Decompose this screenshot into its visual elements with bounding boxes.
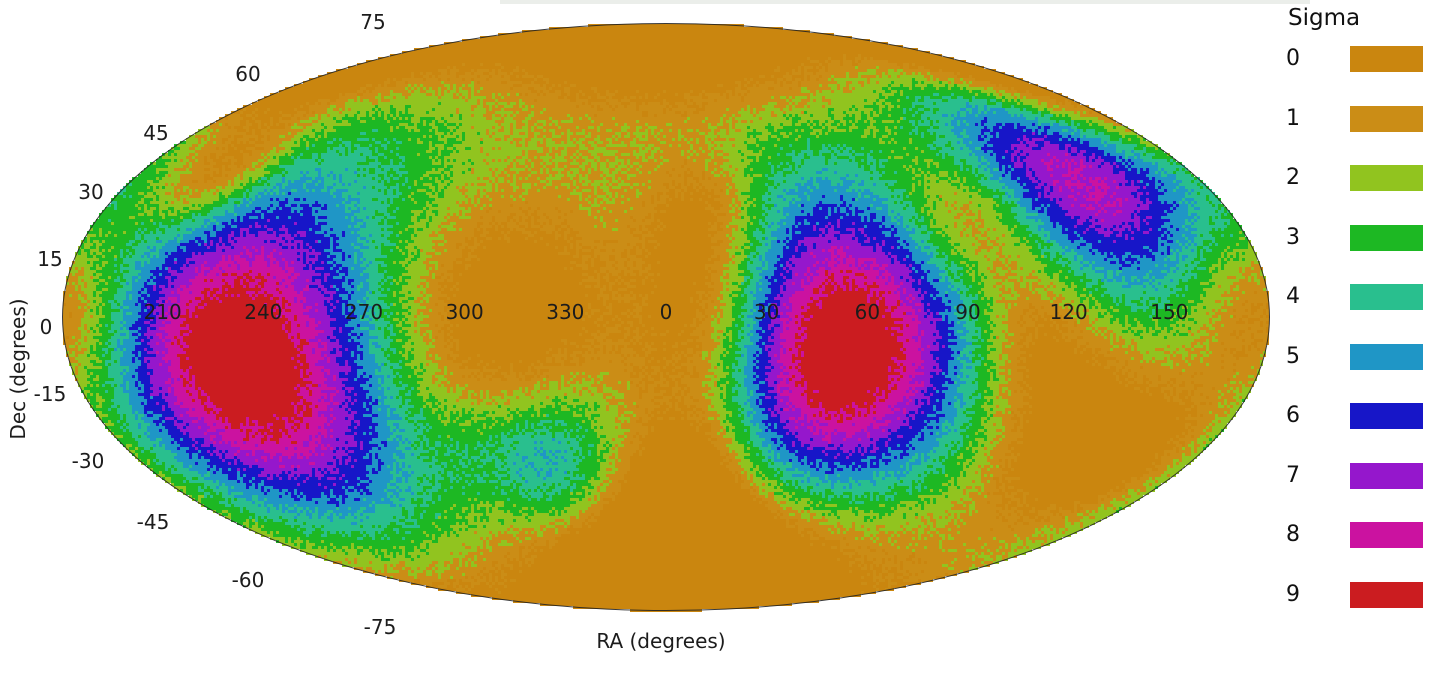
dec-tick-label: -75 [363, 615, 397, 639]
x-axis-label: RA (degrees) [596, 629, 726, 653]
y-axis-label: Dec (degrees) [6, 298, 30, 440]
legend-color-swatch [1350, 284, 1423, 310]
legend-entry-label: 6 [1286, 403, 1300, 428]
ra-tick-label: 90 [955, 300, 981, 324]
dec-tick-label: -60 [231, 568, 265, 592]
legend-color-swatch [1350, 522, 1423, 548]
legend-color-swatch [1350, 582, 1423, 608]
ra-tick-label: 60 [854, 300, 881, 324]
legend-entry-label: 3 [1286, 225, 1300, 250]
ra-tick-label: 300 [445, 300, 484, 324]
ra-tick-label: 270 [344, 300, 384, 324]
legend-color-swatch [1350, 344, 1423, 370]
ra-tick-label: 210 [143, 300, 182, 324]
legend-color-swatch [1350, 106, 1423, 132]
legend-entry-label: 0 [1286, 46, 1300, 71]
dec-tick-label: -30 [71, 449, 105, 473]
dec-tick-label: 15 [37, 247, 63, 271]
legend-color-swatch [1350, 463, 1423, 489]
dec-tick-label: -15 [33, 382, 67, 406]
legend-entry-label: 4 [1286, 284, 1300, 309]
dec-tick-label: 45 [143, 121, 169, 145]
dec-tick-label: 30 [78, 180, 104, 204]
ra-tick-label: 330 [546, 300, 585, 324]
dec-tick-label: 60 [235, 62, 261, 86]
legend-entry-label: 5 [1286, 344, 1300, 369]
ra-tick-label: 30 [753, 300, 780, 324]
legend-entry-label: 9 [1286, 582, 1300, 607]
legend-entry-label: 7 [1286, 463, 1300, 488]
legend-title: Sigma [1288, 5, 1361, 31]
legend-entry-label: 2 [1286, 165, 1300, 190]
legend-color-swatch [1350, 46, 1423, 72]
ra-tick-label: 150 [1150, 300, 1189, 324]
dec-tick-label: 0 [39, 315, 53, 339]
legend-color-swatch [1350, 403, 1423, 429]
legend-entry-label: 8 [1286, 522, 1300, 547]
legend-color-swatch [1350, 225, 1423, 251]
ra-tick-label: 120 [1049, 300, 1088, 324]
legend-color-swatch [1350, 165, 1423, 191]
dec-tick-label: -45 [136, 510, 170, 534]
top-edge-strip [500, 0, 1310, 4]
ra-tick-label: 240 [244, 300, 283, 324]
legend-entry-label: 1 [1286, 106, 1300, 131]
dec-tick-label: 75 [360, 10, 386, 34]
ra-tick-label: 0 [659, 300, 673, 324]
